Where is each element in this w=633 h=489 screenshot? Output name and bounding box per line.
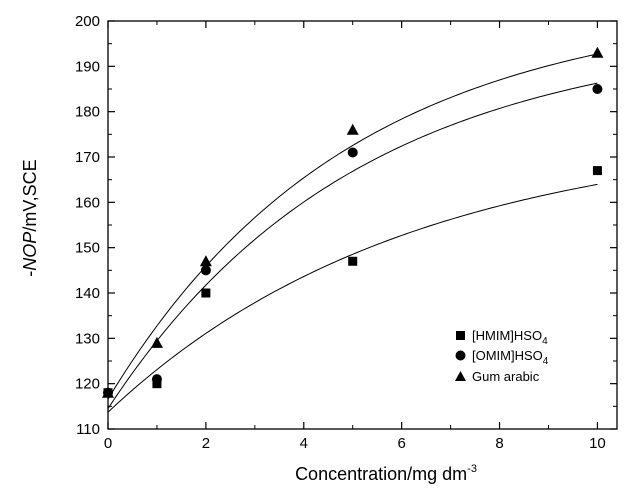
- fit-curve-2: [107, 53, 598, 400]
- data-point-circle: [200, 265, 211, 276]
- legend-marker-omim: [455, 350, 466, 361]
- data-point-triangle: [199, 255, 212, 267]
- data-point-circle: [592, 84, 603, 94]
- fit-curve-0: [107, 183, 598, 413]
- y-axis-label: -NOP/mV,SCE: [20, 159, 40, 276]
- data-point-circle: [347, 147, 358, 158]
- data-point-square: [592, 166, 602, 176]
- data-point-circle: [151, 374, 162, 385]
- data-point-square: [348, 256, 358, 266]
- legend-label-hmim: [HMIM]HSO4: [472, 328, 548, 347]
- data-point-triangle: [591, 46, 604, 58]
- x-tick-label: 0: [104, 435, 112, 452]
- x-tick-label: 10: [589, 435, 606, 452]
- data-points: [102, 46, 604, 398]
- legend-marker-gum-arabic: [455, 371, 466, 381]
- y-tick-label: 150: [75, 240, 100, 257]
- y-tick-label: 180: [75, 104, 100, 121]
- x-tick-label: 6: [397, 435, 405, 452]
- y-tick-label: 110: [76, 421, 100, 438]
- y-tick-label: 140: [75, 285, 100, 302]
- legend-marker-hmim: [456, 331, 465, 340]
- x-axis-label: Concentration/mg dm-3: [295, 463, 477, 484]
- legend-label-gum-arabic: Gum arabic: [472, 369, 540, 384]
- y-tick-label: 170: [75, 149, 100, 166]
- y-tick-label: 190: [75, 58, 100, 75]
- y-tick-label: 120: [75, 376, 100, 393]
- x-tick-label: 8: [495, 435, 503, 452]
- y-tick-label: 160: [75, 194, 100, 211]
- y-tick-label: 200: [75, 13, 100, 30]
- tick-labels: 0 2 4 6 8 10 110 120 130 140 150 160 170 180 190 200: [75, 13, 606, 452]
- plot-frame: [107, 20, 618, 430]
- legend: [HMIM]HSO4 [OMIM]HSO4 Gum arabic: [455, 328, 549, 384]
- data-point-square: [201, 288, 211, 298]
- data-point-triangle: [346, 123, 359, 135]
- x-tick-label: 4: [300, 435, 308, 452]
- fit-curves: [107, 53, 598, 413]
- y-tick-label: 130: [75, 330, 100, 347]
- x-tick-label: 2: [202, 435, 210, 452]
- axes: [107, 20, 618, 430]
- fit-curve-1: [107, 82, 598, 409]
- data-point-triangle: [150, 336, 163, 348]
- legend-label-omim: [OMIM]HSO4: [472, 348, 549, 367]
